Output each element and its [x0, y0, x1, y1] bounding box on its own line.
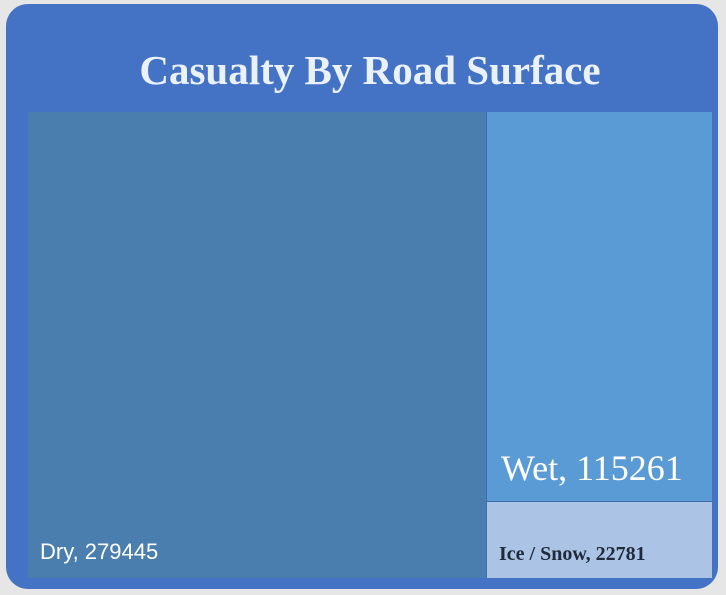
treemap-tile-wet: Wet, 115261 — [486, 112, 712, 501]
treemap-label-wet: Wet, 115261 — [501, 448, 683, 488]
treemap-label-dry: Dry, 279445 — [40, 539, 159, 564]
treemap-label-ice-snow: Ice / Snow, 22781 — [499, 543, 646, 565]
chart-card: Casualty By Road Surface Dry, 279445 Wet,… — [6, 4, 718, 589]
chart-title: Casualty By Road Surface — [139, 47, 601, 93]
treemap-tile-ice-snow: Ice / Snow, 22781 — [486, 501, 712, 578]
treemap-plot: Dry, 279445 Wet, 115261 Ice / Snow, 22781 — [28, 112, 712, 578]
treemap-tile-dry: Dry, 279445 — [28, 112, 486, 578]
